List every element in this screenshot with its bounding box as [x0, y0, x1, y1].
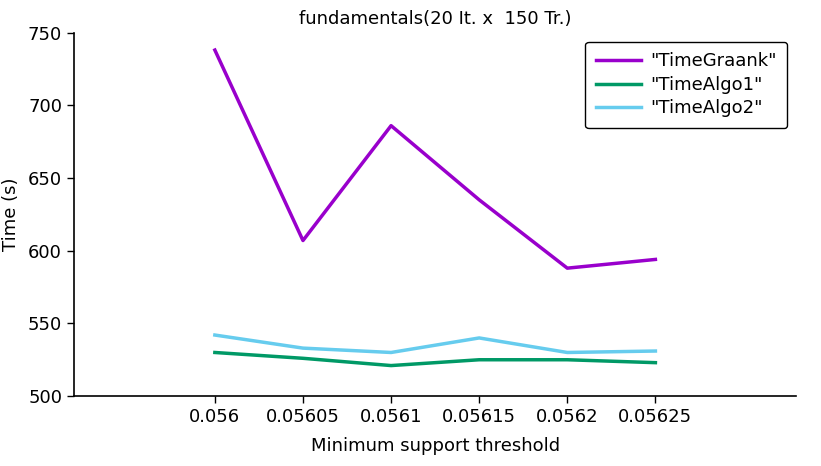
"TimeAlgo2": [562, 350, 572, 355]
Legend: "TimeGraank", "TimeAlgo1", "TimeAlgo2": "TimeGraank", "TimeAlgo1", "TimeAlgo2": [585, 41, 787, 128]
Line: "TimeAlgo2": "TimeAlgo2": [215, 335, 655, 352]
"TimeAlgo2": [386, 350, 396, 355]
Title: fundamentals(20 It. x  150 Tr.): fundamentals(20 It. x 150 Tr.): [299, 10, 571, 28]
"TimeAlgo2": [475, 335, 484, 341]
"TimeGraank": [475, 197, 484, 203]
X-axis label: Minimum support threshold: Minimum support threshold: [310, 437, 560, 455]
Line: "TimeGraank": "TimeGraank": [215, 50, 655, 268]
Y-axis label: Time (s): Time (s): [2, 178, 20, 251]
"TimeGraank": [650, 257, 660, 262]
"TimeAlgo1": [386, 363, 396, 368]
"TimeAlgo2": [210, 332, 220, 338]
"TimeAlgo1": [475, 357, 484, 363]
"TimeAlgo1": [210, 350, 220, 355]
"TimeAlgo1": [562, 357, 572, 363]
"TimeGraank": [210, 47, 220, 53]
Line: "TimeAlgo1": "TimeAlgo1": [215, 352, 655, 365]
"TimeGraank": [298, 238, 308, 243]
"TimeAlgo2": [298, 345, 308, 351]
"TimeGraank": [562, 265, 572, 271]
"TimeGraank": [386, 123, 396, 129]
"TimeAlgo1": [650, 360, 660, 365]
"TimeAlgo2": [650, 348, 660, 354]
"TimeAlgo1": [298, 356, 308, 361]
